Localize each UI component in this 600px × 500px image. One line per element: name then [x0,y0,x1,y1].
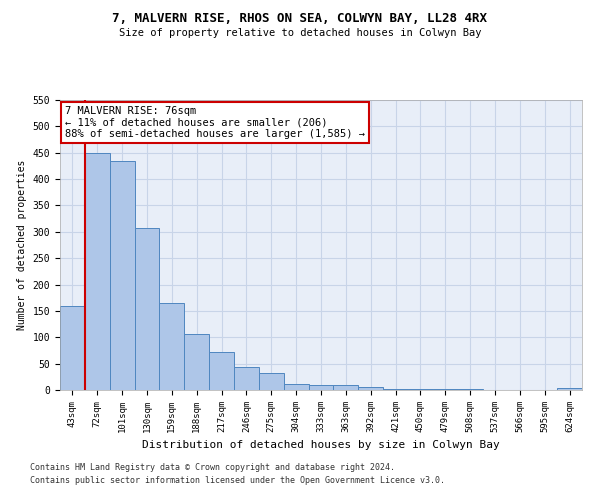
Bar [408,389,433,390]
Bar [110,160,134,390]
Bar [284,384,308,390]
Bar [184,334,209,390]
Text: Contains HM Land Registry data © Crown copyright and database right 2024.: Contains HM Land Registry data © Crown c… [30,464,395,472]
Bar [234,367,259,390]
Bar [60,306,85,390]
Text: 7, MALVERN RISE, RHOS ON SEA, COLWYN BAY, LL28 4RX: 7, MALVERN RISE, RHOS ON SEA, COLWYN BAY… [113,12,487,26]
Bar [209,352,234,390]
Text: 7 MALVERN RISE: 76sqm
← 11% of detached houses are smaller (206)
88% of semi-det: 7 MALVERN RISE: 76sqm ← 11% of detached … [65,106,365,139]
Bar [383,389,408,390]
Bar [308,386,334,390]
Bar [160,303,184,390]
Bar [358,388,383,390]
Text: Size of property relative to detached houses in Colwyn Bay: Size of property relative to detached ho… [119,28,481,38]
Text: Contains public sector information licensed under the Open Government Licence v3: Contains public sector information licen… [30,476,445,485]
Bar [134,228,160,390]
Bar [85,152,110,390]
X-axis label: Distribution of detached houses by size in Colwyn Bay: Distribution of detached houses by size … [142,440,500,450]
Bar [334,386,358,390]
Bar [557,388,582,390]
Y-axis label: Number of detached properties: Number of detached properties [17,160,27,330]
Bar [259,373,284,390]
